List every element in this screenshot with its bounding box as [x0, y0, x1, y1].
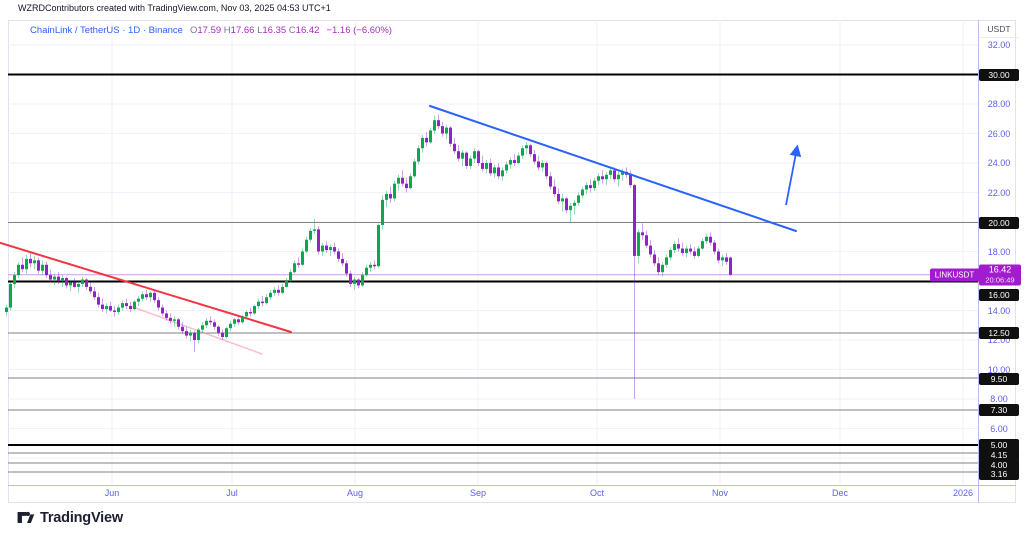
- ohlc-value: 16.35: [262, 25, 289, 36]
- time-axis-label: Nov: [711, 488, 729, 498]
- price-axis-unit-label: USDT: [979, 22, 1019, 38]
- ohlc-key: L: [257, 25, 263, 36]
- price-tick-label: 8.00: [990, 394, 1008, 404]
- price-tick-label: 26.00: [987, 128, 1011, 139]
- candles: [5, 114, 732, 399]
- time-axis-label: Oct: [589, 488, 605, 498]
- price-tick-label: 12.00: [987, 335, 1011, 345]
- ohlc-value: 17.59: [197, 25, 224, 36]
- time-axis-label: 2026: [952, 488, 974, 498]
- ohlc-key: C: [288, 25, 296, 36]
- tradingview-logo[interactable]: TradingView: [16, 508, 123, 527]
- price-level-badge: 9.50: [979, 373, 1019, 385]
- price-tick-label: 18.00: [987, 246, 1011, 257]
- ohlc-values: O17.59 H17.66 L16.35 C16.42: [190, 25, 319, 36]
- ohlc-key: H: [223, 25, 231, 36]
- tradingview-logo-icon: [17, 511, 35, 524]
- current-price-value: 16.42: [988, 264, 1012, 275]
- price-tick-label: 6.00: [990, 423, 1008, 434]
- trendline-drawings[interactable]: [0, 241, 292, 355]
- price-level-badge: 20.00: [979, 216, 1019, 229]
- attribution-text: WZRDContributors created with TradingVie…: [18, 3, 331, 13]
- ohlc-key: O: [189, 25, 198, 36]
- grid-lines: [8, 20, 978, 485]
- horizontal-price-levels: [8, 73, 978, 473]
- price-tick-label: 28.00: [987, 99, 1011, 109]
- time-axis-label: Jul: [226, 488, 238, 498]
- price-tick-label: 24.00: [987, 158, 1011, 168]
- time-axis-separator: [8, 485, 1016, 486]
- price-level-badge: 12.50: [979, 327, 1019, 339]
- legend: ChainLink / TetherUS · 1D · Binance O17.…: [30, 25, 392, 36]
- top-drawings[interactable]: [429, 105, 802, 232]
- price-level-badge: 16.00: [979, 289, 1019, 301]
- price-level-badge: 7.30: [979, 404, 1019, 416]
- price-level-badge: 4.15: [979, 448, 1019, 461]
- time-axis-label: Dec: [831, 488, 849, 498]
- change-value: −1.16 (−6.60%): [326, 25, 392, 36]
- ohlc-value: 16.42: [295, 25, 320, 36]
- bar-countdown: 20:06:49: [985, 275, 1015, 285]
- price-level-badge: 5.00: [979, 439, 1019, 451]
- current-symbol-tag: LINKUSDT: [930, 268, 979, 282]
- current-price-badge: 16.42 20:06:49: [979, 264, 1021, 286]
- price-level-badge: 4.00: [979, 458, 1019, 471]
- ohlc-value: 17.66: [230, 25, 258, 36]
- price-tick-label: 32.00: [987, 40, 1011, 50]
- time-axis-label: Sep: [469, 488, 487, 498]
- price-level-badge: 30.00: [979, 69, 1019, 81]
- price-level-badge: 3.16: [979, 468, 1019, 480]
- price-axis-separator: [978, 20, 979, 503]
- price-tick-label: 14.00: [987, 305, 1011, 316]
- tradingview-logo-text: TradingView: [40, 509, 123, 526]
- time-axis-label: Jun: [104, 488, 120, 498]
- price-tick-label: 10.00: [987, 364, 1011, 375]
- price-tick-label: 22.00: [987, 187, 1011, 198]
- chart-frame: [8, 20, 1016, 503]
- symbol-title[interactable]: ChainLink / TetherUS · 1D · Binance: [30, 25, 183, 36]
- time-axis-label: Aug: [346, 488, 364, 498]
